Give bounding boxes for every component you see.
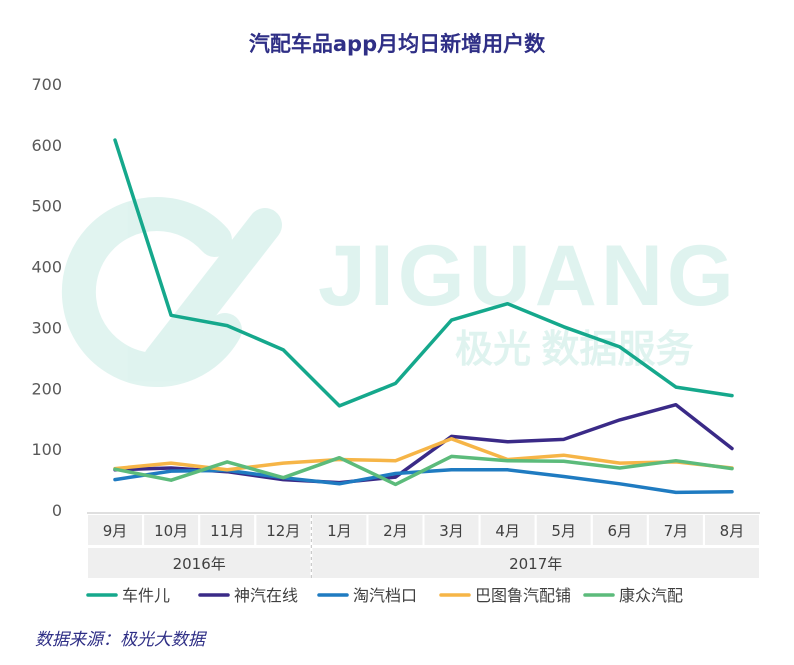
y-tick-label: 0 [52,501,62,520]
x-category-cell [368,515,423,545]
watermark: JIGUANG 极光 数据服务 [61,197,738,387]
legend-label: 康众汽配 [619,586,683,605]
x-year-cell [88,548,311,578]
y-tick-label: 200 [31,379,62,398]
legend-label: 神汽在线 [234,586,298,605]
y-tick-label: 700 [31,75,62,94]
series-line-5 [113,454,734,487]
legend-item-5: 康众汽配 [583,586,683,605]
watermark-tagline: 极光 数据服务 [455,329,694,371]
series-lines [113,138,734,495]
watermark-brand: JIGUANG [318,228,738,324]
x-category-cell [144,515,199,545]
x-tick-label: 11月 [210,522,244,540]
x-tick-label: 5月 [551,522,576,540]
x-tick-label: 9月 [103,522,128,540]
chart-title: 汽配车品app月均日新增用户数 [249,32,546,56]
series-line-3 [113,468,734,495]
legend-item-4: 巴图鲁汽配铺 [439,586,571,605]
legend-item-2: 神汽在线 [198,586,298,605]
x-tick-label: 12月 [266,522,300,540]
series-line-1 [113,138,734,408]
x-year-label: 2016年 [173,555,226,573]
legend-item-1: 车件儿 [86,586,170,605]
x-tick-label: 1月 [327,522,352,540]
x-category-cell [312,515,367,545]
legend: 车件儿 神汽在线 淘汽档口 巴图鲁汽配铺 康众汽配 [86,586,683,605]
x-tick-label: 10月 [154,522,188,540]
x-category-cell [592,515,647,545]
x-category-cell [648,515,703,545]
legend-label: 车件儿 [122,586,170,605]
x-category-cell [536,515,591,545]
y-tick-label: 300 [31,318,62,337]
x-category-cell [424,515,479,545]
legend-item-3: 淘汽档口 [317,586,417,605]
source-label: 数据来源：极光大数据 [35,630,208,650]
x-category-cell [480,515,535,545]
legend-label: 巴图鲁汽配铺 [475,586,571,605]
x-tick-label: 7月 [664,522,689,540]
x-year-label: 2017年 [509,555,562,573]
x-year-cell [312,548,759,578]
x-category-cell [88,515,143,545]
x-axis: 9月 10月 11月 12月 1月 2月 3月 4月 5月 6月 7月 8月 2016年 2017年 [87,512,760,578]
x-tick-label: 4月 [495,522,520,540]
y-tick-label: 100 [31,440,62,459]
x-tick-label: 2月 [383,522,408,540]
series-line-4 [113,437,734,472]
watermark-logo-icon [61,197,282,387]
y-tick-label: 600 [31,136,62,155]
x-category-cell [704,515,759,545]
y-tick-label: 400 [31,258,62,277]
x-tick-label: 3月 [439,522,464,540]
y-axis: 0 100 200 300 400 500 600 700 [31,75,62,520]
y-tick-label: 500 [31,197,62,216]
x-tick-label: 6月 [608,522,633,540]
x-category-cell [256,515,311,545]
x-category-cell [200,515,255,545]
legend-label: 淘汽档口 [353,586,417,605]
x-tick-label: 8月 [720,522,745,540]
